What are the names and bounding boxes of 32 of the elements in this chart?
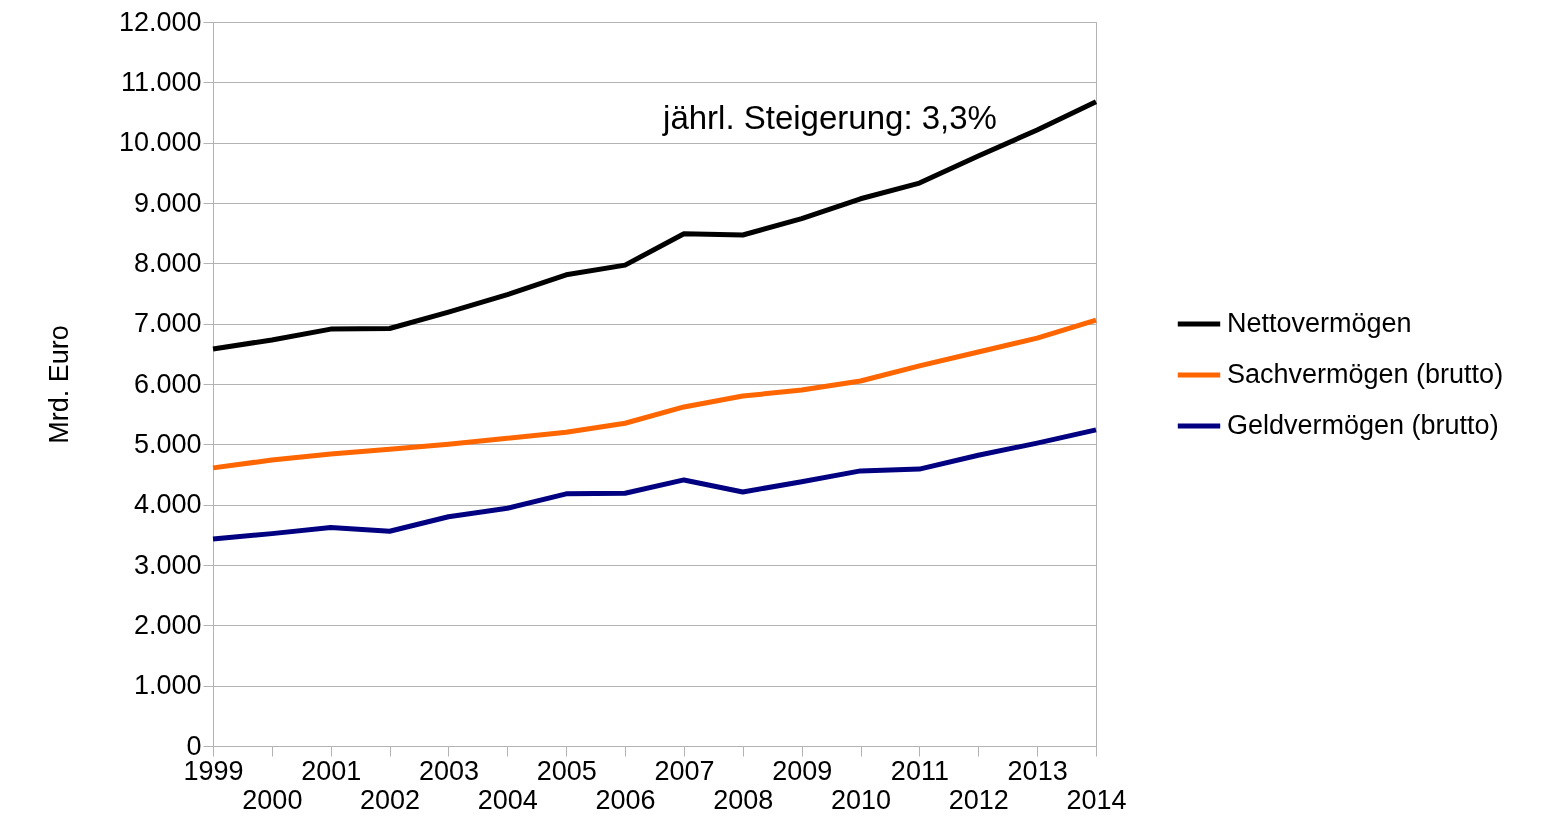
x-tick-label: 2010 (830, 784, 892, 815)
y-tick-label: 5.000 (133, 428, 202, 459)
y-tick-label: 2.000 (133, 609, 202, 640)
x-tick-label: 2004 (477, 784, 538, 815)
x-tick-label: 2007 (654, 755, 715, 786)
x-tick-label: 2003 (418, 755, 480, 786)
y-tick-label: 10.000 (118, 127, 202, 158)
x-tick-label: 2002 (360, 784, 421, 815)
x-tick-label: 2005 (536, 755, 597, 786)
x-tick-label: 2008 (713, 784, 774, 815)
y-tick-label: 4.000 (133, 489, 202, 520)
y-tick-label: 8.000 (133, 247, 202, 278)
y-tick-label: 6.000 (133, 368, 202, 399)
y-tick-label: 3.000 (133, 549, 202, 580)
x-tick-label: 2012 (948, 784, 1009, 815)
y-tick-label: 11.000 (120, 66, 202, 97)
legend-label: Geldvermögen (brutto) (1227, 410, 1499, 440)
x-tick-label: 2000 (242, 784, 303, 815)
y-tick-label: 9.000 (133, 187, 202, 218)
y-tick-label: 7.000 (133, 308, 202, 339)
legend-label: Nettovermögen (1227, 308, 1412, 338)
x-tick-label: 2013 (1007, 755, 1068, 786)
y-tick-label: 12.000 (118, 6, 202, 37)
legend-label: Sachvermögen (brutto) (1227, 359, 1504, 389)
y-axis-title: Mrd. Euro (43, 325, 74, 444)
x-tick-label: 2011 (890, 755, 949, 786)
x-tick-label: 2014 (1066, 784, 1127, 815)
x-tick-label: 2001 (301, 755, 362, 786)
x-tick-label: 2009 (772, 755, 833, 786)
annotation: jährl. Steigerung: 3,3% (662, 99, 997, 136)
x-tick-label: 2006 (595, 784, 656, 815)
y-tick-label: 1.000 (133, 670, 202, 701)
